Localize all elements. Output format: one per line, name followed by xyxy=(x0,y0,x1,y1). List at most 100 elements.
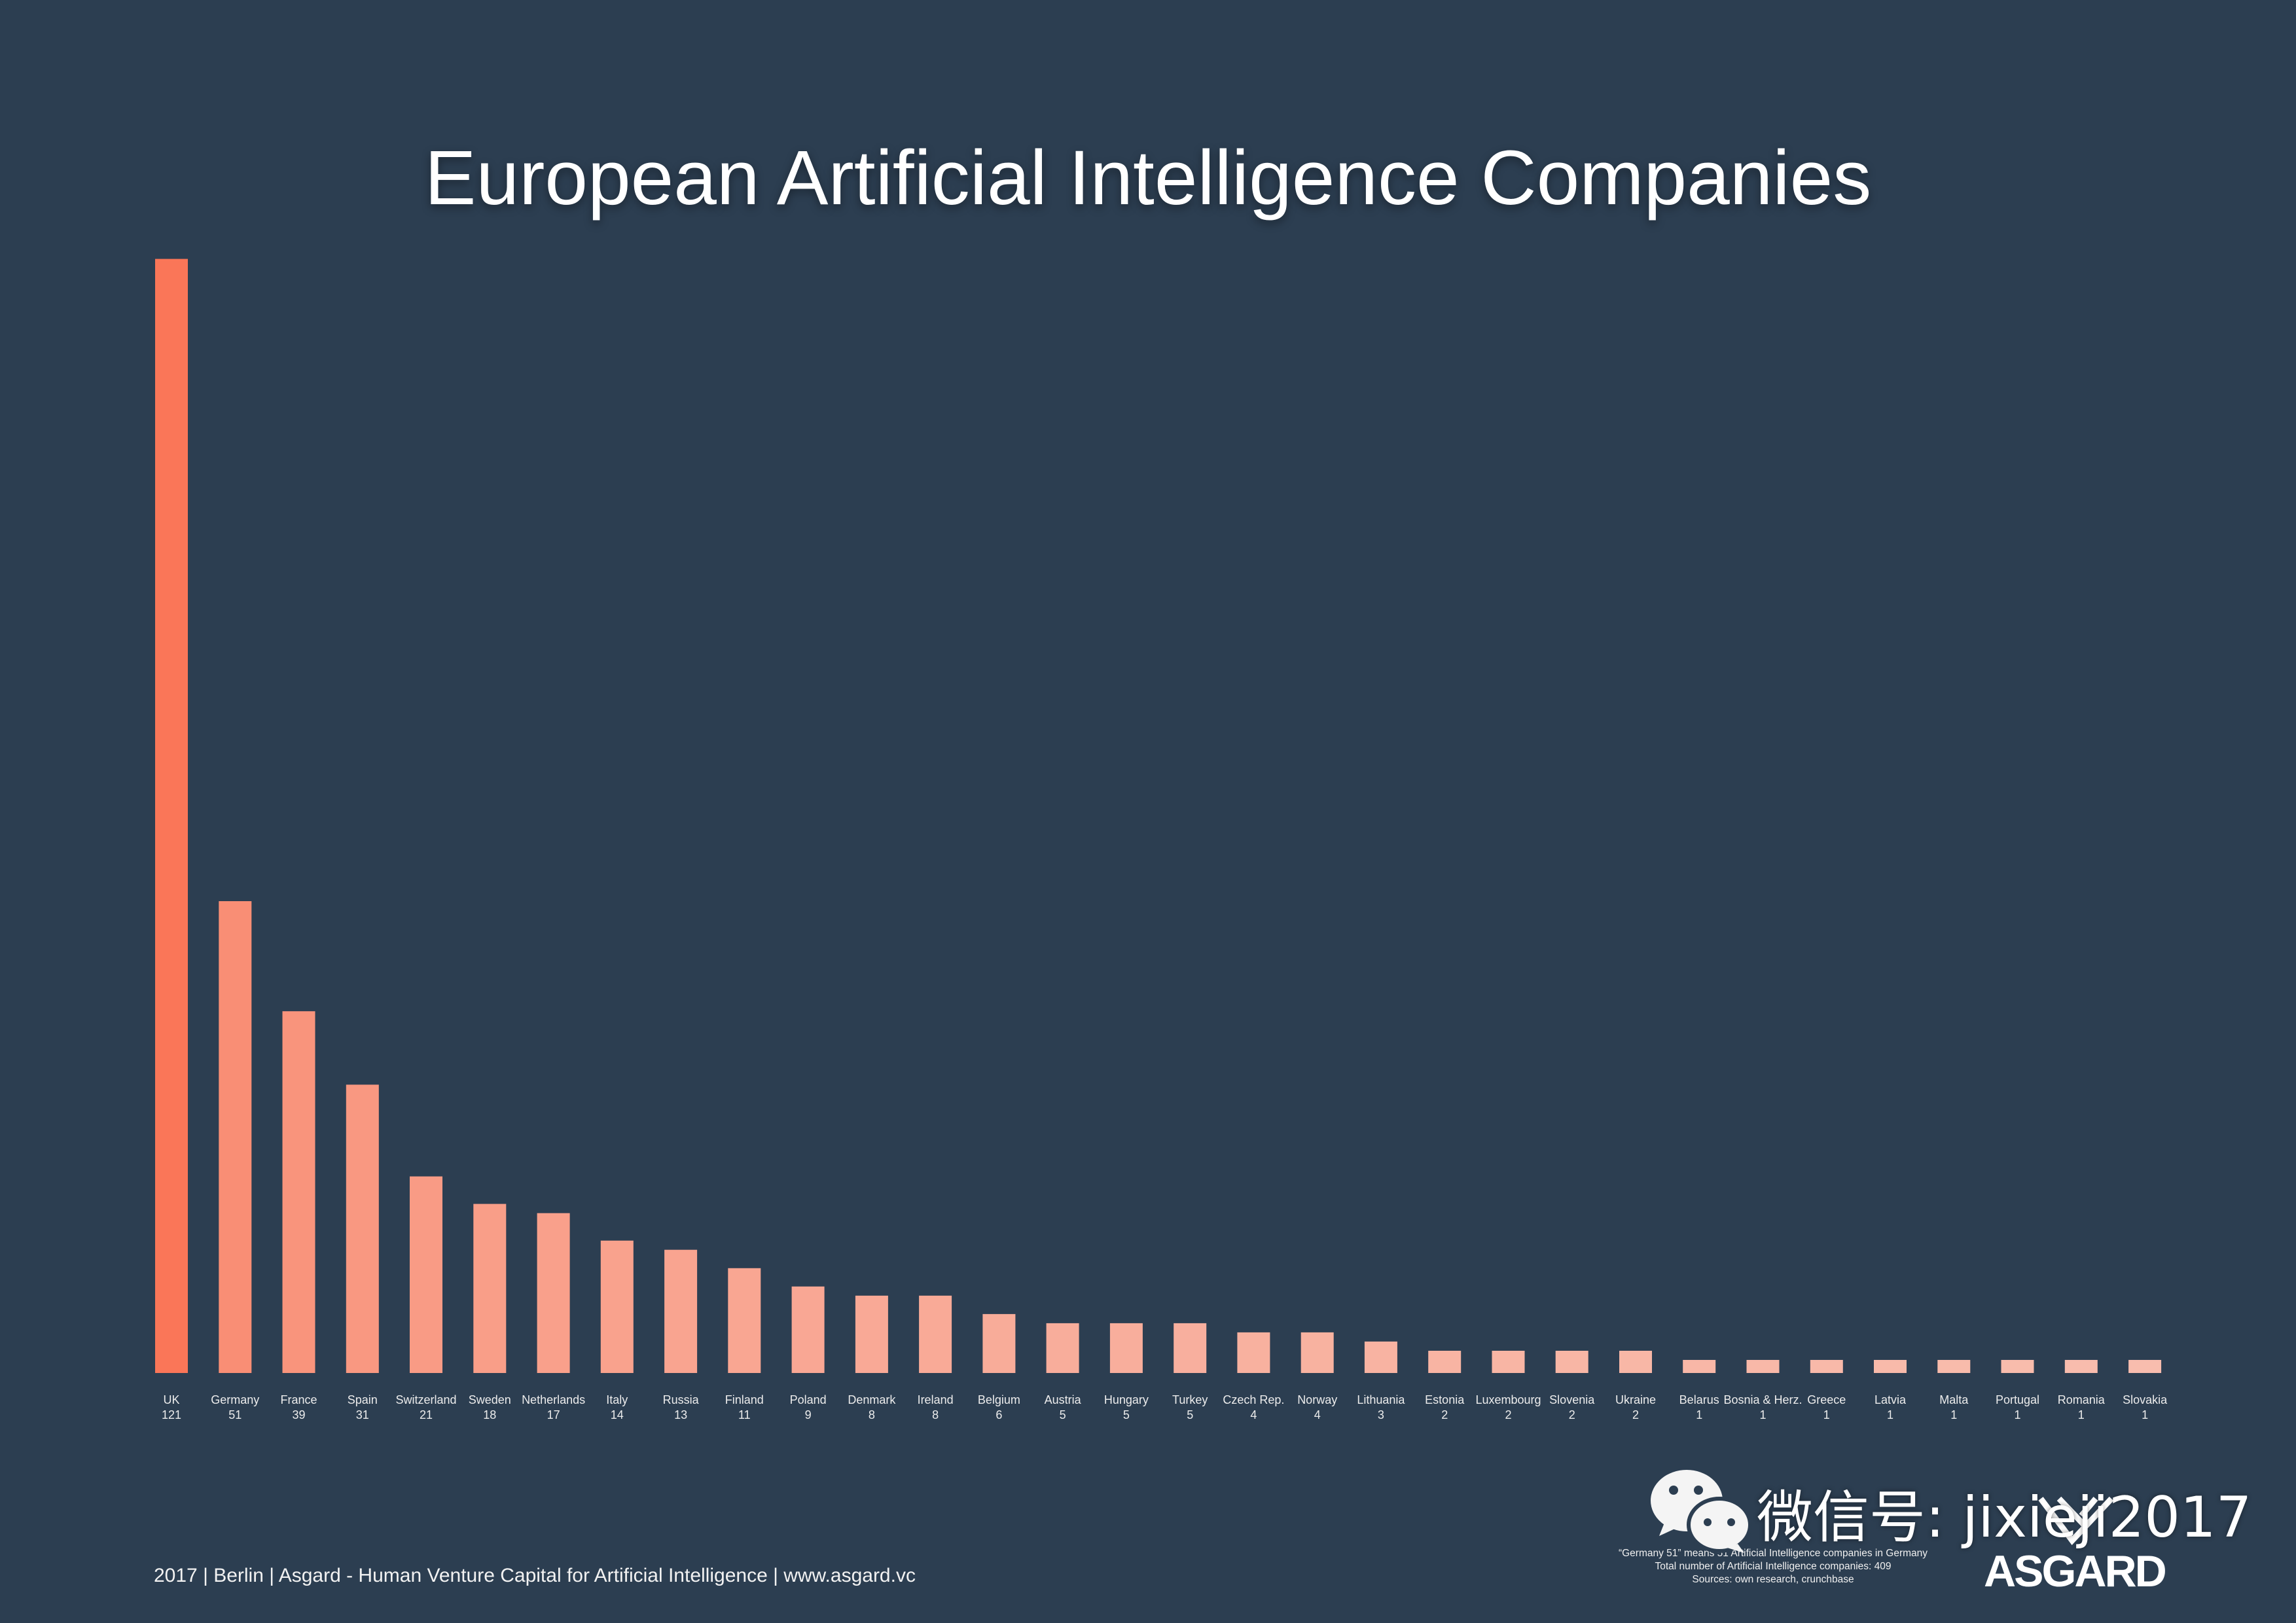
bar-romania xyxy=(2064,1360,2098,1373)
category-label-luxembourg: Luxembourg xyxy=(1475,1393,1541,1406)
asgard-logo: ASGARD xyxy=(1984,1546,2167,1596)
category-label-denmark: Denmark xyxy=(848,1393,896,1406)
value-label-france: 39 xyxy=(292,1408,305,1421)
wechat-icon xyxy=(1651,1470,1752,1553)
category-label-slovenia: Slovenia xyxy=(1549,1393,1595,1406)
bar-denmark xyxy=(855,1295,888,1373)
note-line: “Germany 51” means 51 Artificial Intelli… xyxy=(1618,1548,1928,1559)
bar-germany xyxy=(219,901,252,1373)
category-label-switzerland: Switzerland xyxy=(395,1393,456,1406)
value-label-netherlands: 17 xyxy=(547,1408,560,1421)
value-label-romania: 1 xyxy=(2078,1408,2085,1421)
note-line: Sources: own research, crunchbase xyxy=(1692,1574,1854,1585)
category-label-lithuania: Lithuania xyxy=(1357,1393,1405,1406)
bar-ireland xyxy=(919,1295,952,1373)
bars-group xyxy=(155,259,2162,1374)
value-label-belgium: 6 xyxy=(996,1408,1002,1421)
category-label-germany: Germany xyxy=(211,1393,259,1406)
value-label-finland: 11 xyxy=(738,1408,751,1421)
category-label-belgium: Belgium xyxy=(978,1393,1020,1406)
bar-uk xyxy=(155,259,188,1374)
note-line: Total number of Artificial Intelligence … xyxy=(1655,1561,1892,1572)
value-label-slovakia: 1 xyxy=(2142,1408,2148,1421)
category-label-austria: Austria xyxy=(1045,1393,1082,1406)
bar-belgium xyxy=(982,1313,1016,1373)
bar-bosnia-herz xyxy=(1746,1360,1780,1373)
category-label-latvia: Latvia xyxy=(1874,1393,1907,1406)
value-label-hungary: 5 xyxy=(1123,1408,1130,1421)
bar-malta xyxy=(1937,1360,1971,1373)
value-label-czech-rep: 4 xyxy=(1250,1408,1257,1421)
value-label-norway: 4 xyxy=(1314,1408,1321,1421)
bar-finland xyxy=(728,1268,761,1373)
bar-greece xyxy=(1810,1360,1843,1373)
bar-italy xyxy=(600,1240,634,1373)
value-label-switzerland: 21 xyxy=(420,1408,433,1421)
category-label-romania: Romania xyxy=(2058,1393,2106,1406)
bar-belarus xyxy=(1683,1360,1716,1373)
category-label-ireland: Ireland xyxy=(918,1393,954,1406)
category-label-uk: UK xyxy=(163,1393,179,1406)
value-label-portugal: 1 xyxy=(2014,1408,2020,1421)
value-label-greece: 1 xyxy=(1823,1408,1830,1421)
category-label-turkey: Turkey xyxy=(1172,1393,1208,1406)
bar-france xyxy=(282,1011,315,1373)
labels-group: UK121Germany51France39Spain31Switzerland… xyxy=(162,1393,2168,1421)
category-label-france: France xyxy=(280,1393,317,1406)
value-label-italy: 14 xyxy=(611,1408,624,1421)
category-label-finland: Finland xyxy=(725,1393,764,1406)
value-label-slovenia: 2 xyxy=(1569,1408,1575,1421)
bar-lithuania xyxy=(1364,1341,1397,1373)
value-label-belarus: 1 xyxy=(1696,1408,1702,1421)
bar-luxembourg xyxy=(1492,1351,1525,1373)
bar-norway xyxy=(1300,1332,1334,1373)
chart-notes: “Germany 51” means 51 Artificial Intelli… xyxy=(1609,1547,1937,1586)
category-label-netherlands: Netherlands xyxy=(522,1393,585,1406)
category-label-italy: Italy xyxy=(606,1393,628,1406)
category-label-portugal: Portugal xyxy=(1996,1393,2039,1406)
category-label-spain: Spain xyxy=(348,1393,378,1406)
value-label-malta: 1 xyxy=(1950,1408,1957,1421)
value-label-uk: 121 xyxy=(162,1408,181,1421)
category-label-czech-rep: Czech Rep. xyxy=(1223,1393,1284,1406)
bar-sweden xyxy=(473,1204,507,1373)
bar-netherlands xyxy=(537,1213,570,1373)
watermark: 微信号: jixieji2017 xyxy=(1757,1485,2252,1550)
bar-spain xyxy=(346,1084,379,1373)
value-label-bosnia-herz: 1 xyxy=(1759,1408,1766,1421)
value-label-germany: 51 xyxy=(228,1408,242,1421)
value-label-luxembourg: 2 xyxy=(1505,1408,1511,1421)
bar-turkey xyxy=(1174,1323,1207,1373)
value-label-austria: 5 xyxy=(1060,1408,1066,1421)
bar-portugal xyxy=(2001,1360,2034,1373)
value-label-denmark: 8 xyxy=(869,1408,875,1421)
value-label-latvia: 1 xyxy=(1887,1408,1893,1421)
value-label-ireland: 8 xyxy=(932,1408,939,1421)
value-label-estonia: 2 xyxy=(1441,1408,1448,1421)
bar-ukraine xyxy=(1619,1351,1652,1373)
value-label-russia: 13 xyxy=(674,1408,687,1421)
category-label-greece: Greece xyxy=(1807,1393,1846,1406)
footer-credit: 2017 | Berlin | Asgard - Human Venture C… xyxy=(154,1565,916,1586)
value-label-sweden: 18 xyxy=(483,1408,496,1421)
bar-slovenia xyxy=(1555,1351,1588,1373)
bar-latvia xyxy=(1874,1360,1907,1373)
category-label-norway: Norway xyxy=(1297,1393,1337,1406)
category-label-ukraine: Ukraine xyxy=(1615,1393,1656,1406)
value-label-lithuania: 3 xyxy=(1378,1408,1384,1421)
category-label-belarus: Belarus xyxy=(1679,1393,1719,1406)
category-label-bosnia-herz: Bosnia & Herz. xyxy=(1723,1393,1802,1406)
category-label-sweden: Sweden xyxy=(469,1393,511,1406)
bar-austria xyxy=(1046,1323,1079,1373)
bar-estonia xyxy=(1428,1351,1462,1373)
value-label-spain: 31 xyxy=(356,1408,369,1421)
bar-poland xyxy=(791,1286,825,1373)
value-label-poland: 9 xyxy=(805,1408,812,1421)
bar-czech-rep xyxy=(1237,1332,1270,1373)
bar-hungary xyxy=(1109,1323,1143,1373)
bar-slovakia xyxy=(2128,1360,2162,1373)
bar-switzerland xyxy=(410,1176,442,1373)
chart-title: European Artificial Intelligence Compani… xyxy=(424,135,1872,221)
asgard-mark-icon xyxy=(2038,1496,2114,1545)
